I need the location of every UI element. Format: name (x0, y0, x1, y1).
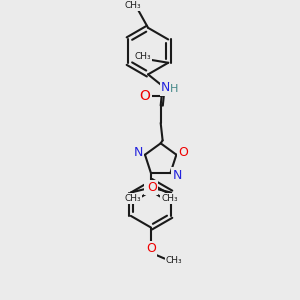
Text: O: O (147, 181, 157, 194)
Text: CH₃: CH₃ (124, 194, 141, 203)
Text: N: N (161, 82, 170, 94)
Text: CH₃: CH₃ (124, 1, 141, 10)
Text: O: O (145, 181, 155, 194)
Text: N: N (134, 146, 143, 159)
Text: O: O (140, 89, 151, 103)
Text: O: O (146, 242, 156, 255)
Text: CH₃: CH₃ (166, 256, 183, 265)
Text: CH₃: CH₃ (161, 194, 178, 203)
Text: O: O (178, 146, 188, 159)
Text: N: N (172, 169, 182, 182)
Text: H: H (170, 84, 178, 94)
Text: CH₃: CH₃ (135, 52, 151, 62)
